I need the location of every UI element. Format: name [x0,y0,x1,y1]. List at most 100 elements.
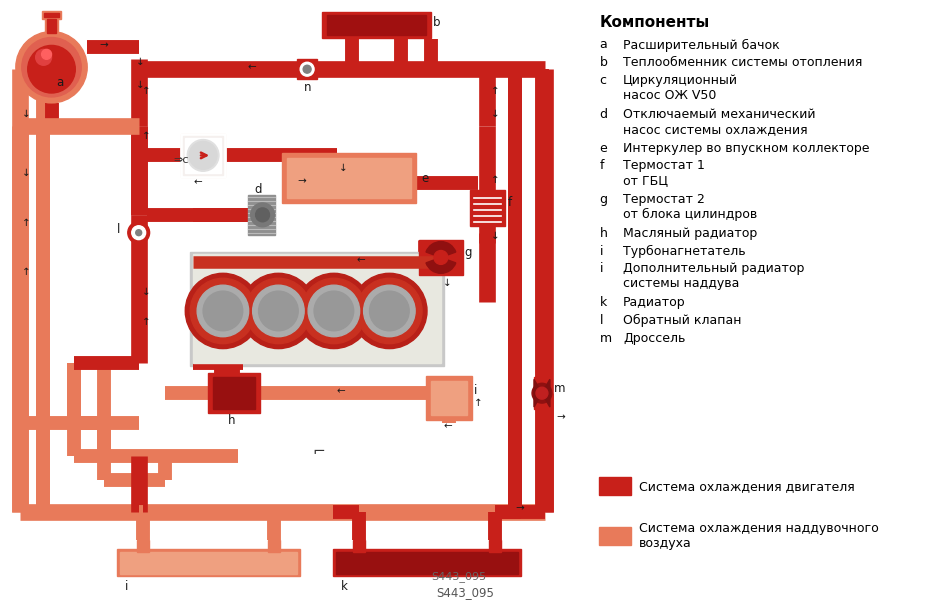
Text: m: m [599,332,611,345]
Bar [490,540,501,551]
Circle shape [16,32,88,103]
Text: ←: ← [193,177,202,187]
Text: Расширительный бачок: Расширительный бачок [624,39,780,51]
Wedge shape [426,258,456,274]
Circle shape [136,230,141,236]
Bar [352,540,365,551]
Text: f: f [508,196,512,209]
Text: l: l [117,223,121,236]
Bar [298,59,317,79]
Text: ↓: ↓ [491,109,499,119]
Circle shape [186,274,261,349]
Bar [268,540,281,551]
Text: i: i [599,263,603,275]
Text: d: d [599,108,608,121]
Text: Обратный клапан: Обратный клапан [624,314,741,327]
Text: ↓: ↓ [141,287,151,297]
Text: g: g [599,193,608,206]
Circle shape [251,203,274,226]
Text: Термостат 1
от ГБЦ: Термостат 1 от ГБЦ [624,159,705,187]
Circle shape [314,291,353,330]
Text: Радиатор: Радиатор [624,296,686,309]
Circle shape [296,274,371,349]
Bar [181,133,225,177]
Text: c: c [599,74,607,87]
Text: b: b [599,56,608,69]
Circle shape [132,226,146,240]
Bar [137,540,149,551]
Bar [44,17,58,34]
Text: S443_095: S443_095 [431,571,486,582]
Text: ᴦ: ᴦ [424,50,433,65]
Text: i: i [599,245,603,258]
Text: Система охлаждения двигателя: Система охлаждения двигателя [639,480,854,493]
Text: S443_095: S443_095 [436,586,494,599]
Circle shape [128,222,150,244]
Bar [534,378,550,409]
Bar [43,13,59,17]
Bar [599,477,631,495]
Text: ←: ← [357,255,365,266]
Text: ↓: ↓ [22,168,30,178]
Text: Отключаемый механический
насос системы охлаждения: Отключаемый механический насос системы о… [624,108,816,136]
Bar [333,549,521,577]
Bar [213,378,254,409]
Circle shape [197,285,249,337]
Text: Циркуляционный
насос ОЖ V50: Циркуляционный насос ОЖ V50 [624,74,739,102]
Text: ↓: ↓ [443,278,451,288]
Bar [431,381,466,415]
Bar [186,138,221,173]
Bar [470,190,505,226]
Text: →: → [515,503,524,513]
Bar [426,376,472,420]
Text: ↓: ↓ [339,163,348,173]
Bar [117,549,300,577]
Text: Термостат 2
от блока цилиндров: Термостат 2 от блока цилиндров [624,193,757,221]
Polygon shape [534,379,550,407]
Text: ↑: ↑ [141,86,151,96]
Text: ←: ← [337,386,346,396]
Circle shape [189,141,217,170]
Text: →: → [99,40,107,50]
Bar [419,240,463,275]
Text: ↑: ↑ [22,218,30,228]
Text: Дроссель: Дроссель [624,332,686,345]
Text: ↑: ↑ [491,175,499,185]
Circle shape [41,50,52,59]
Circle shape [301,278,366,344]
Text: ↓: ↓ [136,80,144,90]
Circle shape [434,250,447,264]
Circle shape [300,62,314,76]
Text: Интеркулер во впускном коллекторе: Интеркулер во впускном коллекторе [624,141,869,155]
Bar [322,12,431,37]
Wedge shape [426,242,456,258]
Bar [283,154,416,203]
Text: i: i [125,580,128,593]
Text: ↑: ↑ [474,398,482,408]
Text: h: h [228,414,236,427]
Circle shape [532,383,552,403]
Text: a: a [57,76,64,89]
Circle shape [351,274,427,349]
Bar [208,373,260,413]
Bar [327,15,426,34]
Text: ⌐: ⌐ [312,444,325,459]
Text: d: d [254,182,262,196]
Bar [287,159,411,198]
Bar [599,527,631,545]
Text: ↓: ↓ [136,58,144,67]
Circle shape [536,387,548,399]
Text: l: l [599,314,603,327]
Bar [190,252,444,367]
Text: Теплообменник системы отопления: Теплообменник системы отопления [624,56,863,69]
Bar [184,136,223,175]
Bar [120,551,298,573]
Circle shape [27,45,75,93]
Circle shape [303,65,311,73]
Text: Компоненты: Компоненты [599,15,709,30]
Text: k: k [341,580,348,593]
Circle shape [255,208,269,222]
Circle shape [187,140,219,171]
Text: Масляный радиатор: Масляный радиатор [624,226,757,240]
Circle shape [369,291,409,330]
